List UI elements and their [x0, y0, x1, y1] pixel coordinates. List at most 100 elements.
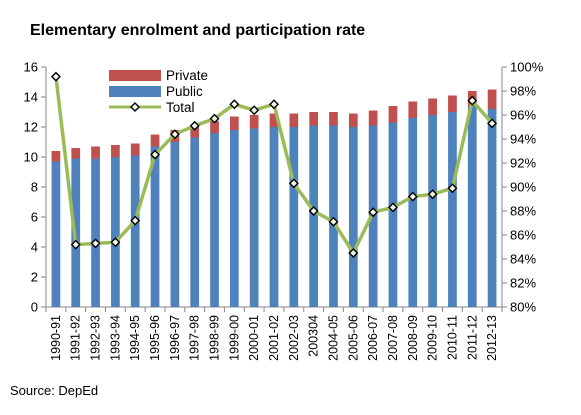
total-marker: [70, 239, 81, 250]
bar-public: [428, 115, 437, 307]
x-tick-label: 2011-12: [465, 315, 479, 360]
bar-private: [269, 113, 279, 127]
right-tick-label: 90%: [510, 180, 536, 195]
bar-private: [150, 134, 160, 147]
chart-axes: 0 2 4 6 8 10 12 14 16 80% 82% 84% 86% 88% 90% 92% 94% 96%…: [24, 60, 544, 361]
right-tick-label: 98%: [510, 84, 536, 99]
x-tick-label: 1996-97: [168, 315, 182, 361]
bar-public: [91, 158, 100, 307]
bar-private: [309, 112, 319, 126]
x-tick-label: 2001-02: [267, 315, 281, 361]
x-tick-label: 1997-98: [188, 315, 202, 361]
bar-public: [388, 122, 398, 307]
right-tick-label: 88%: [510, 204, 536, 219]
left-tick-label: 0: [31, 300, 38, 315]
bar-public: [289, 127, 299, 307]
bar-public: [269, 127, 279, 307]
source-note: Source: DepEd: [10, 383, 99, 398]
x-tick-label: 2008-09: [406, 315, 420, 361]
bar-private: [329, 112, 338, 126]
x-tick-label: 2002-03: [287, 315, 301, 361]
x-tick-label: 1991-92: [69, 315, 83, 361]
x-tick-label: 200304: [307, 315, 321, 357]
total-marker: [308, 206, 319, 216]
total-marker: [487, 118, 498, 129]
bar-public: [408, 118, 418, 307]
bar-private: [91, 146, 100, 159]
x-tick-label: 1993-94: [108, 315, 122, 361]
right-tick-label: 86%: [510, 228, 536, 243]
bar-private: [428, 98, 437, 115]
chart-title: Elementary enrolment and participation r…: [30, 22, 366, 39]
bar-private: [51, 151, 61, 162]
legend-label: Public: [166, 84, 203, 99]
x-tick-label: 1994-95: [128, 315, 142, 361]
bar-private: [368, 110, 378, 126]
legend-label: Total: [166, 100, 195, 115]
bar-private: [210, 121, 219, 133]
total-marker: [249, 105, 260, 116]
right-tick-label: 82%: [510, 276, 536, 291]
bar-public: [210, 133, 219, 307]
total-marker: [407, 191, 418, 202]
bar-public: [467, 106, 477, 307]
bar-private: [289, 113, 299, 127]
left-tick-label: 12: [24, 120, 38, 135]
bar-public: [448, 112, 457, 307]
bar-private: [111, 145, 120, 157]
total-marker: [110, 237, 121, 248]
right-tick-label: 84%: [510, 252, 536, 267]
total-marker: [368, 207, 379, 218]
right-tick-label: 100%: [510, 60, 544, 75]
x-tick-label: 2009-10: [426, 315, 440, 361]
bar-private: [249, 115, 259, 129]
x-tick-label: 2006-07: [366, 315, 380, 361]
bar-public: [487, 109, 497, 307]
total-marker: [150, 149, 161, 160]
bar-public: [170, 142, 180, 307]
total-marker: [288, 178, 299, 189]
bar-private: [71, 148, 81, 159]
bar-private: [408, 101, 418, 118]
left-tick-label: 8: [31, 180, 38, 195]
left-tick-label: 14: [24, 90, 38, 105]
total-marker: [90, 238, 101, 249]
bar-private: [130, 143, 140, 156]
total-marker: [328, 216, 339, 227]
x-tick-label: 2010-11: [445, 315, 459, 360]
bar-series: [51, 89, 497, 307]
total-marker: [209, 113, 220, 124]
bar-public: [130, 155, 140, 307]
total-marker: [348, 248, 359, 258]
total-marker: [50, 71, 61, 82]
x-tick-label: 1992-93: [89, 315, 103, 361]
total-marker: [130, 215, 141, 226]
right-tick-label: 96%: [510, 108, 536, 123]
left-tick-label: 4: [31, 240, 38, 255]
x-tick-label: 1999-00: [227, 315, 241, 361]
bar-public: [190, 137, 200, 307]
total-line-series: [50, 71, 498, 258]
bar-private: [388, 106, 398, 123]
x-tick-label: 1995-96: [148, 315, 162, 361]
bar-private: [190, 125, 200, 138]
left-tick-label: 6: [31, 210, 38, 225]
total-marker: [269, 99, 279, 110]
right-tick-label: 94%: [510, 132, 536, 147]
x-tick-label: 2012-13: [485, 315, 499, 361]
bar-public: [111, 157, 120, 307]
x-tick-label: 2007-08: [386, 315, 400, 361]
x-tick-label: 2005-06: [346, 315, 360, 361]
legend-marker-total: [130, 102, 140, 112]
bar-public: [329, 125, 338, 307]
x-tick-label: 2000-01: [247, 315, 261, 361]
legend-swatch-private: [109, 70, 161, 81]
bar-private: [487, 89, 497, 109]
left-tick-label: 16: [24, 60, 38, 75]
x-tick-label: 1990-91: [49, 315, 63, 361]
legend-label: Private: [166, 68, 208, 83]
total-marker: [447, 183, 458, 194]
legend-swatch-public: [109, 86, 161, 97]
